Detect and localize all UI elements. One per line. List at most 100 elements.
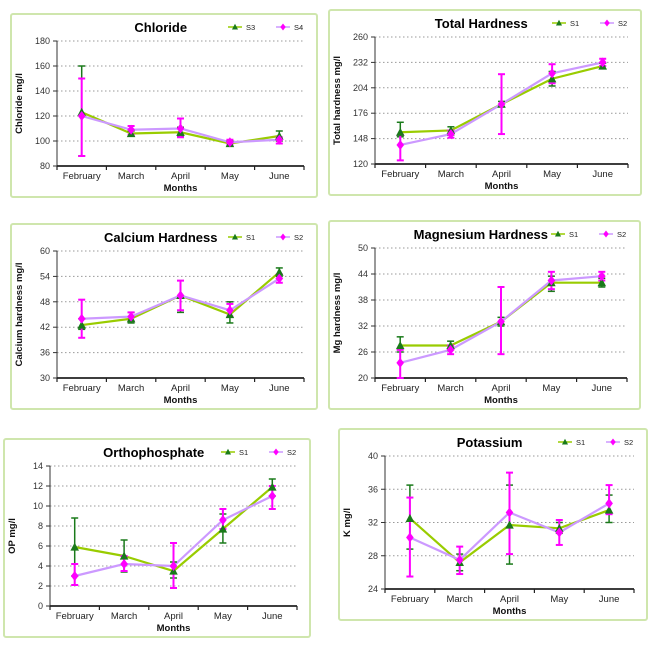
legend-triangle-icon: [561, 438, 569, 445]
x-tick-label: May: [214, 611, 232, 622]
y-tick-label: 36: [368, 484, 378, 494]
x-tick-label: June: [269, 171, 290, 182]
x-tick-label: April: [171, 383, 190, 394]
y-tick-label: 36: [40, 348, 50, 358]
data-point-S1-february: [405, 513, 415, 522]
y-tick-label: 50: [358, 243, 368, 253]
legend-triangle-icon: [554, 230, 562, 237]
chloride-chart-svg: 80 100 120 140 160 180 February March April May Ju…: [14, 20, 305, 194]
legend-label: S2: [618, 19, 627, 28]
chart-panel-chloride: 80 100 120 140 160 180 February March April May Ju…: [10, 13, 318, 198]
x-tick-label: April: [492, 169, 511, 180]
data-point-S1-june: [597, 278, 607, 287]
data-point-S2-april: [169, 561, 178, 571]
y-tick-label: 44: [358, 269, 368, 279]
data-point-S1-may: [547, 74, 557, 83]
y-tick-label: 140: [35, 86, 50, 96]
legend-label: S2: [624, 438, 633, 447]
x-tick-label: April: [164, 611, 183, 622]
y-tick-label: 120: [353, 159, 368, 169]
y-tick-label: 4: [38, 561, 43, 571]
data-point-S2-march: [446, 344, 455, 355]
chart-title: Orthophosphate: [103, 445, 204, 460]
y-tick-label: 176: [353, 108, 368, 118]
legend-diamond-icon: [273, 448, 279, 456]
y-tick-label: 30: [40, 373, 50, 383]
y-tick-label: 260: [353, 32, 368, 42]
y-tick-label: 42: [40, 322, 50, 332]
legend-triangle-icon: [224, 448, 232, 455]
data-point-S2-march: [455, 554, 464, 565]
chart-panel-orthophosphate: 0 2 4 6 8 10 12 14 February March April May June Mont…: [3, 438, 311, 638]
y-tick-label: 8: [38, 521, 43, 531]
x-tick-label: May: [543, 169, 561, 180]
x-tick-label: May: [542, 383, 560, 394]
x-tick-label: May: [221, 171, 239, 182]
data-point-S2-february: [396, 140, 405, 150]
data-point-S1-march: [119, 551, 129, 560]
x-tick-label: March: [118, 171, 144, 182]
y-tick-label: 80: [40, 161, 50, 171]
y-tick-label: 232: [353, 57, 368, 67]
y-axis-title: OP mg/l: [7, 518, 18, 554]
y-tick-label: 20: [358, 373, 368, 383]
data-point-S2-february: [406, 532, 414, 543]
potassium-chart-svg: 24 28 32 36 40 February March April May June Month…: [342, 435, 635, 617]
x-tick-label: February: [391, 594, 429, 605]
y-tick-label: 6: [38, 541, 43, 551]
legend-triangle-icon: [231, 23, 239, 30]
legend-diamond-icon: [280, 23, 286, 31]
x-tick-label: March: [446, 594, 472, 605]
y-tick-label: 14: [33, 461, 43, 471]
legend-label: S3: [246, 23, 255, 32]
y-axis-title: Calcium hardness mg/l: [14, 262, 25, 366]
data-point-S1-june: [275, 267, 284, 276]
y-tick-label: 24: [368, 584, 378, 594]
y-tick-label: 38: [358, 295, 368, 305]
x-tick-label: April: [491, 383, 510, 394]
chart-panel-magnesium-hardness: 20 26 32 38 44 50 February March April May June Mon…: [328, 220, 641, 410]
data-point-S2-may: [226, 305, 234, 316]
chart-title: Chloride: [134, 20, 187, 35]
y-tick-label: 120: [35, 111, 50, 121]
data-point-S4-february: [77, 111, 86, 121]
y-tick-label: 12: [33, 481, 43, 491]
legend-label: S1: [239, 448, 248, 457]
calcium-chart-svg: 30 36 42 48 54 60 February March April May June Mon…: [14, 230, 305, 406]
legend-diamond-icon: [603, 230, 609, 238]
data-point-S1-february: [77, 320, 86, 329]
legend-label: S4: [294, 23, 303, 32]
legend-diamond-icon: [604, 19, 610, 27]
x-tick-label: February: [63, 383, 101, 394]
chart-panel-total-hardness: 120 148 176 204 232 260 February March April May J…: [328, 9, 642, 196]
data-point-S2-march: [127, 311, 135, 322]
x-tick-label: June: [269, 383, 290, 394]
x-tick-label: June: [591, 383, 612, 394]
data-point-S4-april: [176, 123, 185, 134]
x-tick-label: May: [221, 383, 239, 394]
data-point-S2-april: [176, 290, 185, 301]
x-tick-label: February: [63, 171, 101, 182]
y-tick-label: 32: [368, 518, 378, 528]
y-tick-label: 180: [35, 36, 50, 46]
y-tick-label: 2: [38, 581, 43, 591]
data-point-S1-june: [604, 505, 614, 514]
x-tick-label: February: [56, 611, 94, 622]
data-point-S1-february: [396, 127, 405, 136]
x-tick-label: April: [171, 171, 190, 182]
legend-triangle-icon: [231, 233, 239, 240]
legend-label: S1: [569, 230, 578, 239]
magnesium-chart-svg: 20 26 32 38 44 50 February March April May June Mon…: [332, 227, 628, 406]
x-tick-label: May: [550, 594, 568, 605]
legend-diamond-icon: [610, 438, 616, 446]
data-point-S2-may: [548, 68, 556, 79]
y-tick-label: 54: [40, 271, 50, 281]
y-tick-label: 26: [358, 347, 368, 357]
y-tick-label: 28: [368, 551, 378, 561]
y-tick-label: 204: [353, 83, 368, 93]
legend-label: S2: [294, 233, 303, 242]
x-axis-title: Months: [164, 395, 198, 406]
data-point-S2-february: [70, 571, 79, 581]
y-axis-title: Chloride mg/l: [14, 73, 25, 134]
x-tick-label: June: [592, 169, 613, 180]
